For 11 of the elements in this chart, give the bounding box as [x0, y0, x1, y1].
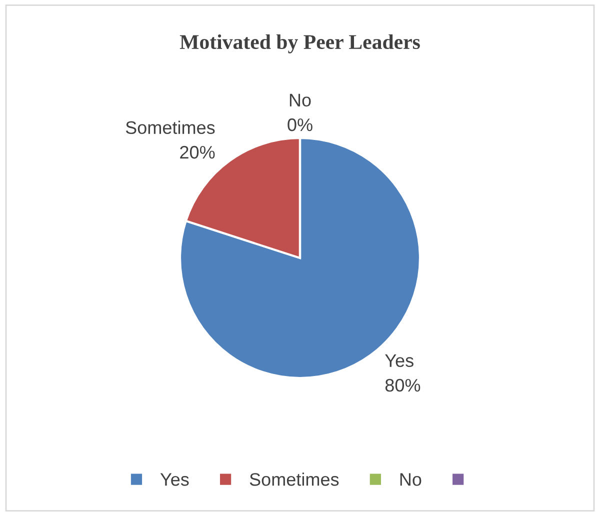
legend-label: Yes — [160, 473, 189, 486]
legend-label: No — [400, 473, 422, 486]
legend-label: Sometimes — [250, 472, 339, 486]
slice-label: Sometimes — [126, 120, 215, 134]
data-label: 20% — [180, 146, 215, 159]
category-label: No — [290, 94, 311, 107]
chart-title: Motivated by Peer Leaders — [180, 34, 420, 54]
data-label: 80% — [385, 378, 420, 392]
pie-slice — [178, 136, 422, 380]
text: 0% — [288, 118, 312, 132]
slice-label: Yes — [385, 354, 414, 368]
